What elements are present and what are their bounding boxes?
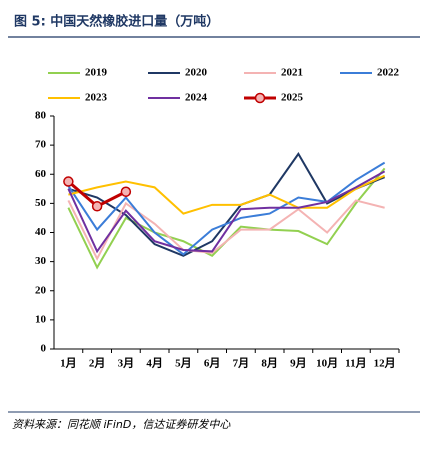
y-tick-label: 50 [35,197,47,209]
source-note: 资料来源：同花顺 iFinD，信达证券研发中心 [12,418,231,431]
legend-label: 2020 [185,67,208,79]
legend-label: 2023 [85,92,108,104]
x-tick-label: 6月 [204,357,221,370]
series-line [67,199,385,261]
x-tick-label: 2月 [89,357,106,370]
x-tick-label: 5月 [175,357,192,370]
legend-label: 2022 [377,67,400,79]
legend-label: 2019 [85,67,108,79]
y-tick-label: 10 [35,313,47,325]
y-tick-label: 60 [35,168,47,180]
x-tick-label: 12月 [374,357,396,370]
legend-marker [254,92,266,104]
legend-label: 2021 [281,67,303,79]
x-tick-label: 1月 [60,357,77,370]
x-tick-label: 9月 [290,357,307,370]
chart-title: 图 5: 中国天然橡胶进口量（万吨） [14,14,219,30]
y-tick-label: 70 [35,139,47,151]
x-tick-label: 11月 [345,357,366,370]
point-marker [120,186,132,197]
x-tick-label: 3月 [118,357,135,370]
x-tick-label: 7月 [233,357,250,370]
legend-label: 2025 [281,92,304,104]
y-tick-label: 40 [35,226,47,238]
point-marker [63,176,74,187]
series-line [68,174,386,215]
series-line [67,170,386,254]
legend-label: 2024 [185,92,208,104]
x-tick-label: 10月 [316,357,338,370]
series-line [67,161,386,256]
y-tick-label: 20 [35,284,47,296]
y-tick-label: 30 [35,255,47,267]
x-tick-label: 4月 [146,357,163,370]
x-tick-label: 8月 [261,357,278,370]
y-tick-label: 80 [35,110,47,122]
point-marker [91,201,103,212]
y-tick-label: 0 [41,343,47,355]
